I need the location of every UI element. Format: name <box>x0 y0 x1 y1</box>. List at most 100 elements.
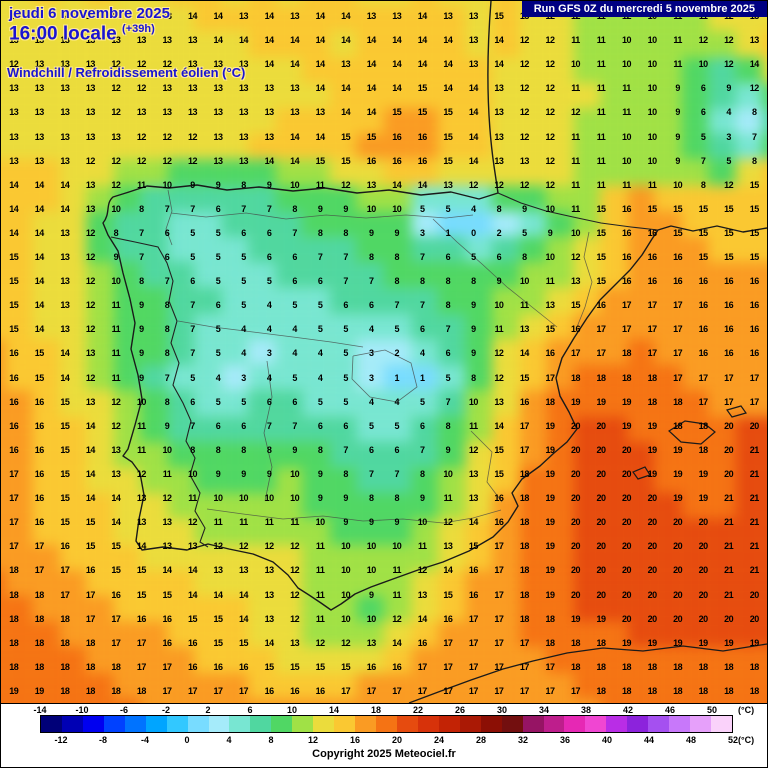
field-cell <box>59 570 87 596</box>
field-cell <box>438 262 466 288</box>
field-cell <box>194 339 222 365</box>
field-cell <box>356 621 384 648</box>
grid-value: 18 <box>698 444 709 455</box>
grid-value: 19 <box>570 396 581 407</box>
field-cell <box>59 1 87 6</box>
grid-value: 13 <box>468 493 479 504</box>
field-cell <box>762 621 767 648</box>
field-cell <box>383 159 412 186</box>
field-cell <box>492 570 520 596</box>
field-cell <box>600 467 628 494</box>
field-cell <box>681 390 709 417</box>
grid-value: 18 <box>647 396 658 407</box>
field-cell <box>248 82 276 109</box>
grid-value: 14 <box>315 35 326 46</box>
field-cell <box>275 698 303 703</box>
field-cell <box>735 339 763 365</box>
grid-value: 14 <box>111 517 121 528</box>
field-cell <box>5 621 33 648</box>
grid-value: 8 <box>496 203 502 214</box>
grid-value: 20 <box>647 565 658 576</box>
field-cell <box>194 185 222 211</box>
grid-value: 17 <box>545 685 555 696</box>
field-cell <box>5 390 33 417</box>
grid-value: 11 <box>315 613 325 624</box>
grid-value: 6 <box>266 227 272 238</box>
field-cell <box>32 467 60 494</box>
grid-value: 11 <box>162 469 172 479</box>
grid-value: 13 <box>417 589 428 600</box>
grid-value: 17 <box>9 469 19 479</box>
grid-value: 12 <box>85 276 96 287</box>
field-cell <box>221 364 249 391</box>
field-cell <box>59 287 87 314</box>
field-cell <box>383 133 412 160</box>
grid-value: 3 <box>241 372 246 383</box>
field-cell <box>113 595 141 622</box>
grid-value: 12 <box>519 83 530 94</box>
field-cell <box>600 441 628 468</box>
field-cell <box>438 672 466 699</box>
grid-value: 21 <box>724 517 734 528</box>
field-cell <box>762 672 767 699</box>
grid-value: 17 <box>596 324 607 335</box>
field-cell <box>221 5 249 32</box>
grid-value: 17 <box>468 613 479 624</box>
grid-value: 18 <box>673 661 683 672</box>
grid-value: 13 <box>264 613 275 624</box>
grid-value: 13 <box>85 179 96 190</box>
field-cell <box>492 56 520 83</box>
field-cell <box>735 672 763 699</box>
field-cell <box>248 313 276 340</box>
grid-value: 16 <box>392 661 402 672</box>
field-cell <box>438 1 466 6</box>
field-cell <box>681 467 709 494</box>
field-cell <box>302 621 330 648</box>
grid-value: 15 <box>698 203 709 214</box>
grid-value: 18 <box>85 637 96 648</box>
field-cell <box>5 5 33 32</box>
grid-value: 9 <box>522 203 527 214</box>
grid-value: 9 <box>139 324 144 335</box>
grid-value: 18 <box>724 685 734 696</box>
field-cell <box>1 441 6 468</box>
field-cell <box>438 647 466 673</box>
field-cell <box>329 518 357 545</box>
field-cell <box>86 1 114 6</box>
scale-segment <box>417 716 439 732</box>
grid-value: 8 <box>394 252 400 263</box>
field-cell <box>411 133 439 160</box>
field-cell <box>600 416 628 442</box>
grid-value: 13 <box>60 131 70 142</box>
field-cell <box>356 82 384 109</box>
field-cell <box>248 698 276 703</box>
grid-value: 21 <box>724 541 734 552</box>
grid-value: 5 <box>292 300 297 311</box>
field-cell <box>32 595 60 622</box>
grid-value: 10 <box>570 227 581 238</box>
grid-value: 16 <box>749 324 760 335</box>
grid-value: 12 <box>111 107 121 118</box>
grid-value: 11 <box>596 83 606 94</box>
grid-value: 18 <box>596 372 607 383</box>
grid-value: 17 <box>570 348 581 359</box>
grid-value: 12 <box>545 155 555 166</box>
grid-value: 13 <box>162 35 172 46</box>
field-cell <box>194 467 222 494</box>
scale-segment <box>438 716 460 732</box>
field-cell <box>221 287 249 314</box>
field-cell <box>735 364 763 391</box>
field-cell <box>86 467 114 494</box>
field-cell <box>302 236 330 263</box>
grid-value: 12 <box>290 565 300 576</box>
field-cell <box>329 82 357 109</box>
field-cell <box>194 287 222 314</box>
field-cell <box>221 313 249 340</box>
field-cell <box>600 518 628 545</box>
field-cell <box>1 262 6 288</box>
grid-value: 14 <box>417 11 428 22</box>
grid-value: 20 <box>698 541 709 552</box>
field-cell <box>762 159 767 186</box>
grid-value: 18 <box>545 396 555 407</box>
grid-value: 14 <box>9 227 19 238</box>
